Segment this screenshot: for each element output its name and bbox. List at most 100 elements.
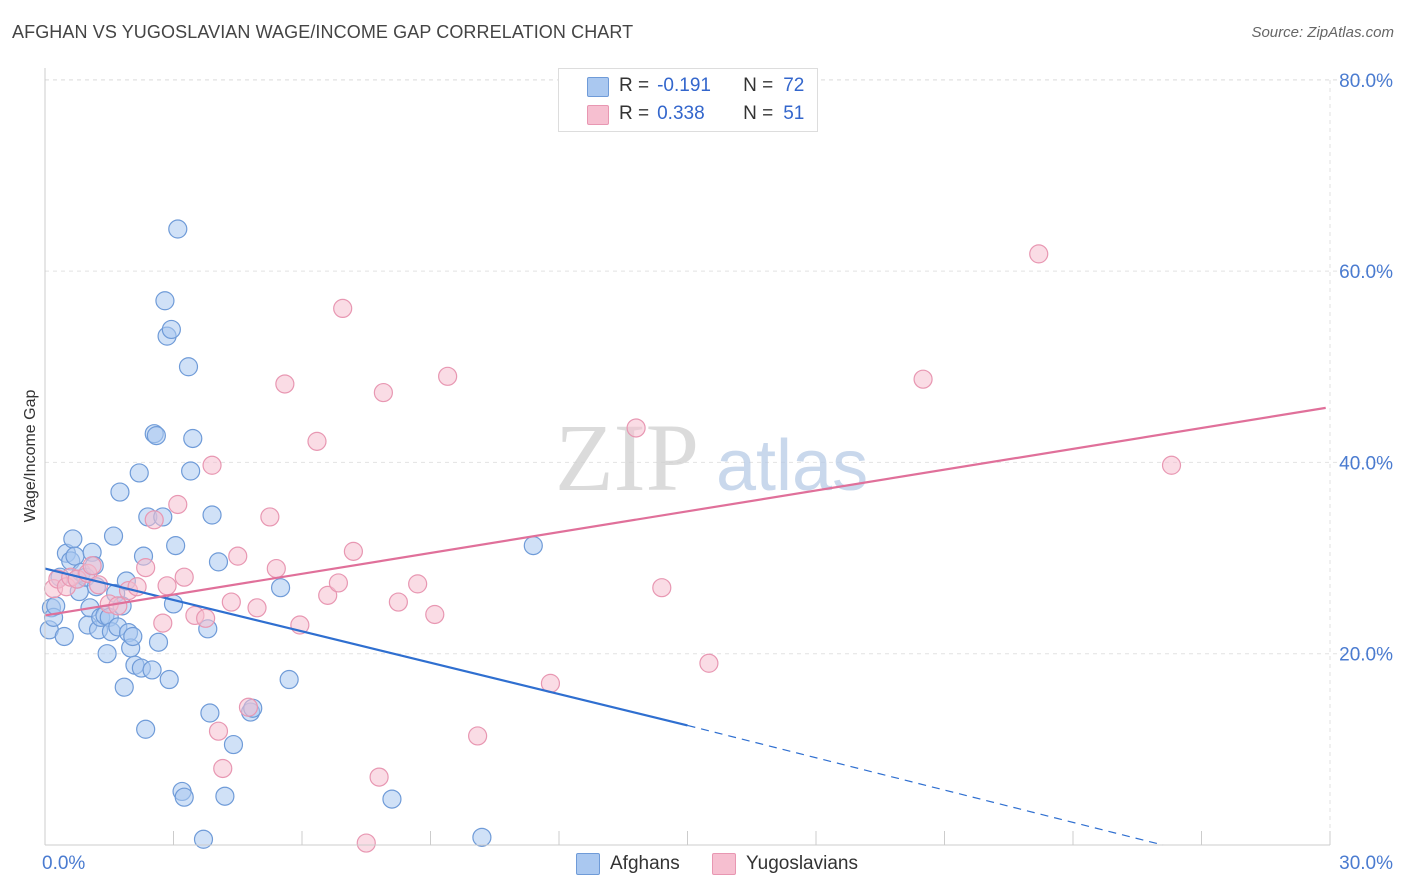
afghans-point <box>382 789 402 809</box>
yugoslavians-point <box>275 374 295 394</box>
yugoslavians-r-label: R = <box>619 103 650 124</box>
afghans-point <box>200 703 220 723</box>
x-tick-label: 0.0% <box>42 853 85 874</box>
yugoslavians-n-value: 51 <box>783 103 805 124</box>
yugoslavians-point <box>1161 455 1182 475</box>
yugoslavians-point <box>247 598 267 618</box>
yugoslavians-point <box>369 767 389 787</box>
afghans-point <box>142 660 162 680</box>
afghans-n-value: 72 <box>783 75 805 96</box>
afghans-point <box>54 626 74 647</box>
yugoslavians-point <box>468 726 488 746</box>
afghans-point <box>129 463 149 483</box>
yugoslavians-point <box>168 494 188 515</box>
yugoslavians-point <box>318 585 338 605</box>
yugoslavians-point <box>144 510 164 530</box>
afghans-point <box>215 786 235 806</box>
yugoslavians-point <box>153 613 173 633</box>
afghans-point <box>174 787 194 807</box>
yugoslavians-point <box>356 833 376 853</box>
yugoslavians-point <box>208 721 229 741</box>
points-layer <box>39 219 1182 853</box>
afghans-point <box>123 626 143 647</box>
yugoslavians-point <box>913 369 933 389</box>
yugoslavians-point <box>425 604 445 625</box>
y-tick-label: 20.0% <box>1339 645 1393 666</box>
afghans-point <box>223 734 244 755</box>
yugoslavians-n-label: N = <box>743 103 774 124</box>
yugoslavians-r-value: 0.338 <box>657 103 705 124</box>
yugoslavians-point <box>202 455 222 475</box>
y-axis-label: Wage/Income Gap <box>22 390 39 523</box>
yugoslavians-point <box>174 567 194 587</box>
yugoslavians-point <box>652 578 672 598</box>
y-tick-label: 60.0% <box>1339 262 1393 283</box>
yugoslavians-point <box>408 574 428 594</box>
yugoslavians-point <box>1029 244 1049 264</box>
watermark-zip: ZIP <box>555 404 699 511</box>
afghans-point <box>103 526 124 546</box>
afghans-n-label: N = <box>743 75 774 96</box>
afghans-legend-swatch <box>587 77 609 97</box>
y-tick-label: 40.0% <box>1339 453 1393 474</box>
afghans-point <box>146 426 166 446</box>
afghans-point <box>168 219 188 239</box>
yugoslavians-legend-swatch <box>587 105 609 125</box>
yugoslavians-point <box>260 507 280 527</box>
yugoslavians-point <box>157 576 177 596</box>
x-tick-label: 30.0% <box>1339 853 1393 874</box>
afghans-point <box>114 677 134 697</box>
yugoslavians-point <box>388 592 408 612</box>
afghans-trend-extension <box>687 724 1164 846</box>
yugoslavians-series-swatch <box>712 853 736 875</box>
yugoslavians-point <box>343 541 363 561</box>
afghans-point <box>63 529 83 549</box>
afghans-legend-row: R = -0.191 N = 72 <box>619 73 804 99</box>
yugoslavians-point <box>82 556 102 576</box>
afghans-point <box>208 552 229 572</box>
watermark-atlas: atlas <box>716 426 868 506</box>
afghans-series-swatch <box>576 853 600 875</box>
afghans-point <box>202 505 222 525</box>
yugoslavians-trend-line <box>44 406 1326 617</box>
yugoslavians-point <box>626 418 646 438</box>
yugoslavians-point <box>328 573 349 593</box>
yugoslavians-legend-row: R = 0.338 N = 51 <box>619 101 804 127</box>
yugoslavians-point <box>88 575 109 595</box>
yugoslavians-point <box>136 558 156 578</box>
afghans-r-label: R = <box>619 75 650 96</box>
axis-layer: 20.0% 40.0% 60.0% 80.0% 0.0% 30.0% <box>42 68 1393 874</box>
yugoslavians-point <box>438 366 458 386</box>
yugoslavians-point <box>333 298 353 319</box>
afghans-point <box>155 291 175 311</box>
afghans-r-value: -0.191 <box>657 75 711 96</box>
afghans-point <box>110 482 130 502</box>
afghans-point <box>193 829 214 849</box>
afghans-trend-line <box>44 567 688 727</box>
afghans-series-label: Afghans <box>610 853 680 874</box>
afghans-point <box>270 578 291 598</box>
chart-title: AFGHAN VS YUGOSLAVIAN WAGE/INCOME GAP CO… <box>12 22 634 42</box>
afghans-point <box>159 669 179 690</box>
correlation-legend: R = -0.191 N = 72 R = 0.338 N = 51 <box>558 68 818 132</box>
source-label: Source: ZipAtlas.com <box>1251 24 1394 41</box>
trend-layer <box>44 406 1326 846</box>
afghans-point <box>472 827 492 847</box>
afghans-point <box>279 669 299 690</box>
afghans-point <box>65 546 85 566</box>
afghans-point <box>136 719 156 739</box>
yugoslavians-point <box>108 596 128 616</box>
yugoslavians-point <box>221 592 241 612</box>
afghans-point <box>161 319 181 340</box>
afghans-point <box>166 536 186 556</box>
afghans-point <box>183 428 203 449</box>
series-legend-afghans: Afghans <box>576 850 680 878</box>
yugoslavians-point <box>699 653 719 673</box>
afghans-point <box>97 644 117 664</box>
afghans-point <box>148 632 169 652</box>
yugoslavians-point <box>228 546 248 566</box>
yugoslavians-point <box>307 431 327 451</box>
series-legend-yugoslavians: Yugoslavians <box>712 850 858 878</box>
afghans-point <box>523 536 543 556</box>
